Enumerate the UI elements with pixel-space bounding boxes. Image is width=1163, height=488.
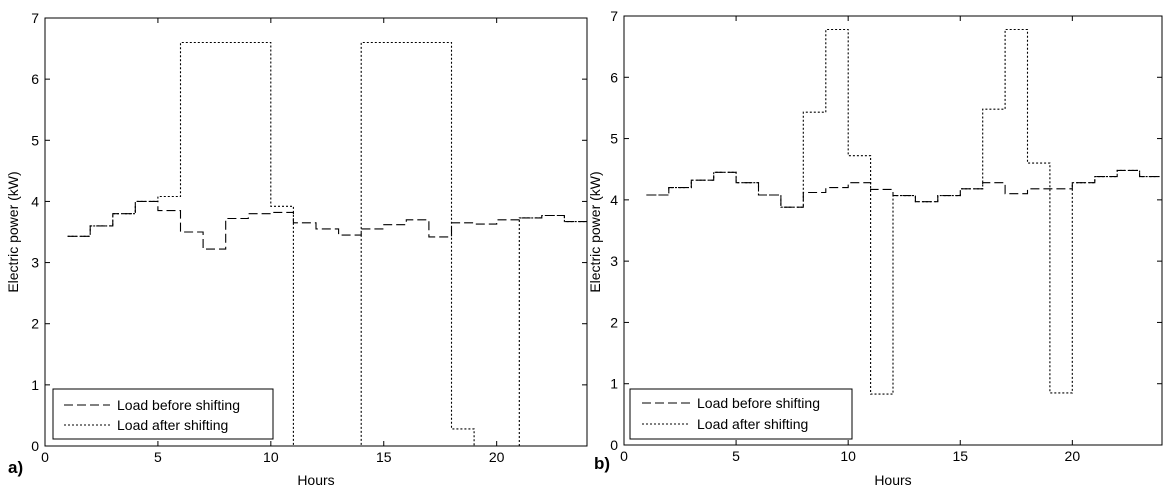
x-tick-label: 10	[263, 449, 279, 465]
plot-frame	[623, 15, 1163, 446]
y-tick-label: 7	[610, 8, 618, 24]
y-tick-label: 5	[31, 132, 39, 148]
chart-panel-a: 0 5 10 15 20 0 1 2 3 4 5 6 7 Hours Electric power (…	[5, 10, 588, 488]
x-tick-label: 20	[1065, 448, 1081, 464]
x-tick-label: 5	[154, 449, 162, 465]
y-tick-label: 4	[610, 192, 618, 208]
y-tick-label: 6	[31, 71, 39, 87]
legend-box	[52, 388, 274, 440]
legend: Load before shifting Load after shifting	[629, 388, 853, 440]
y-tick-label: 7	[31, 10, 39, 26]
legend-label-before: Load before shifting	[697, 395, 820, 411]
plot-frame	[44, 17, 588, 447]
x-tick-labels: 0 5 10 15 20	[620, 448, 1080, 464]
series-line-after-shifting	[646, 28, 1162, 395]
y-tick-label: 0	[31, 438, 39, 454]
y-tick-label: 1	[610, 376, 618, 392]
y-axis-label: Electric power (kW)	[5, 171, 21, 292]
panel-label: a)	[8, 458, 23, 477]
panel-label: b)	[594, 454, 610, 473]
chart-panel-b: 0 5 10 15 20 0 1 2 3 4 5 6 7 Hours Electric power (…	[587, 8, 1163, 488]
y-tick-label: 0	[610, 437, 618, 453]
legend-box	[629, 388, 853, 440]
x-tick-labels: 0 5 10 15 20	[41, 449, 505, 465]
x-tick-label: 0	[620, 448, 628, 464]
x-axis-label: Hours	[874, 472, 911, 488]
y-tick-labels: 0 1 2 3 4 5 6 7	[31, 10, 39, 454]
y-tick-label: 1	[31, 377, 39, 393]
x-tick-label: 20	[489, 449, 505, 465]
y-tick-label: 3	[610, 253, 618, 269]
series-lines	[646, 28, 1162, 395]
legend-label-after: Load after shifting	[697, 416, 808, 432]
y-tick-label: 5	[610, 131, 618, 147]
y-tick-label: 2	[31, 316, 39, 332]
series-line-after-shifting	[67, 41, 587, 447]
y-tick-label: 3	[31, 255, 39, 271]
y-tick-label: 2	[610, 314, 618, 330]
x-tick-label: 15	[376, 449, 392, 465]
legend-label-before: Load before shifting	[117, 397, 240, 413]
y-tick-label: 4	[31, 193, 39, 209]
x-axis-label: Hours	[297, 472, 334, 488]
legend-label-after: Load after shifting	[117, 417, 228, 433]
series-line-before-shifting	[67, 200, 587, 250]
series-lines	[67, 41, 587, 447]
legend: Load before shifting Load after shifting	[52, 388, 274, 440]
x-tick-label: 5	[732, 448, 740, 464]
x-tick-label: 15	[952, 448, 968, 464]
tick-marks	[623, 15, 1162, 446]
y-tick-label: 6	[610, 69, 618, 85]
series-line-before-shifting	[646, 169, 1162, 208]
x-tick-label: 0	[41, 449, 49, 465]
y-axis-label: Electric power (kW)	[587, 171, 603, 292]
tick-marks	[44, 17, 587, 447]
y-tick-labels: 0 1 2 3 4 5 6 7	[610, 8, 618, 453]
x-tick-label: 10	[840, 448, 856, 464]
